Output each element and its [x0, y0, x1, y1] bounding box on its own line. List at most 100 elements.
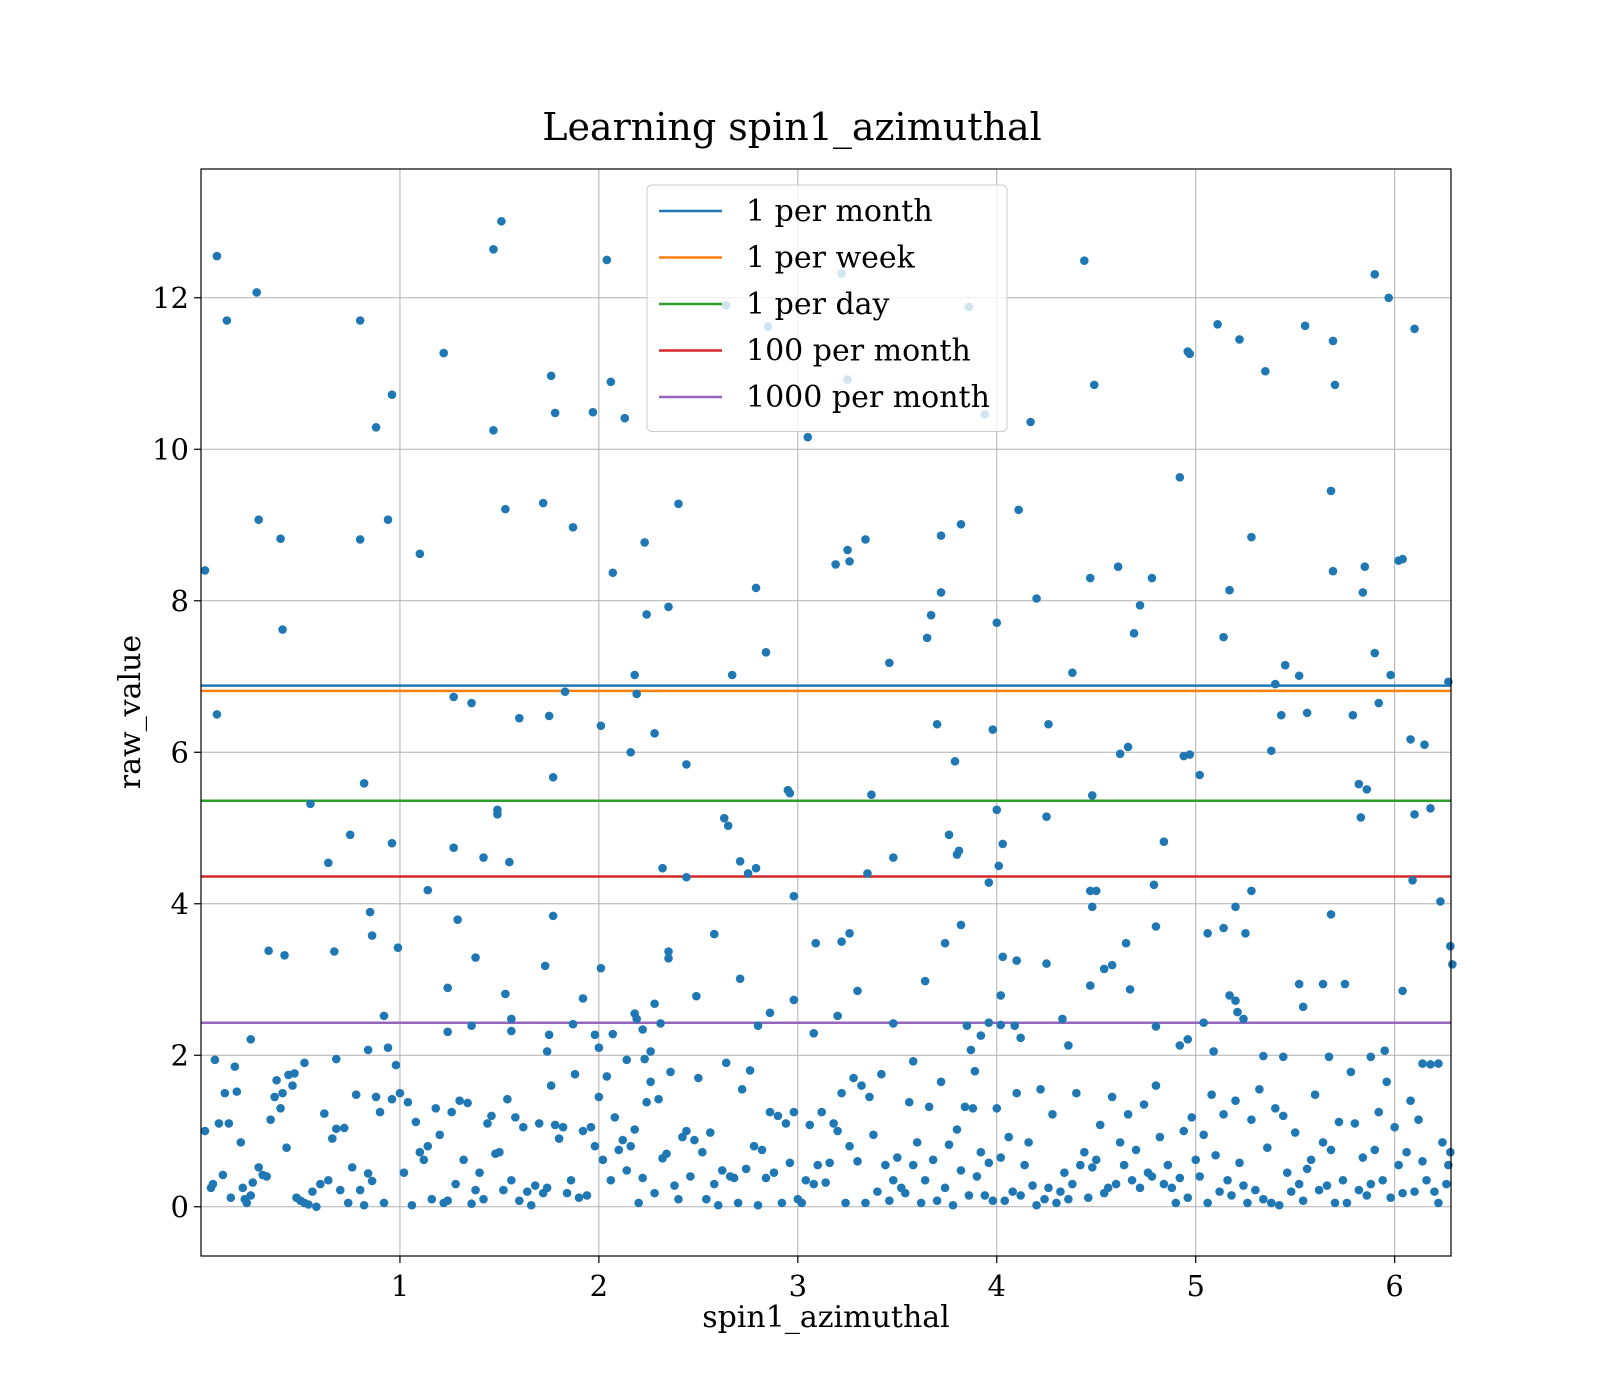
data-point — [630, 1125, 639, 1134]
data-point — [1151, 1022, 1161, 1031]
data-point — [1346, 1067, 1356, 1077]
data-point — [343, 1198, 353, 1208]
data-point — [705, 1128, 715, 1137]
data-point — [789, 995, 799, 1005]
data-point — [459, 1155, 468, 1165]
data-point — [1209, 1047, 1218, 1056]
data-point — [511, 1113, 520, 1122]
data-point — [1247, 1115, 1256, 1124]
data-point — [320, 1109, 329, 1118]
data-point — [594, 1092, 604, 1102]
data-point — [467, 1199, 476, 1209]
data-point — [976, 1147, 986, 1157]
data-point — [682, 1126, 691, 1136]
data-point — [254, 1163, 263, 1172]
data-point — [449, 692, 458, 702]
data-point — [1231, 996, 1240, 1006]
data-point — [751, 583, 761, 593]
data-point — [443, 983, 452, 993]
data-point — [994, 861, 1004, 871]
data-point — [1247, 532, 1256, 542]
data-point — [817, 1107, 827, 1117]
data-point — [757, 1145, 767, 1155]
data-point — [1426, 1060, 1435, 1069]
data-point — [331, 1124, 341, 1134]
data-point — [1261, 366, 1270, 376]
data-point — [489, 426, 498, 435]
data-point — [1008, 1187, 1017, 1196]
data-point — [889, 853, 898, 862]
data-point — [654, 1094, 663, 1104]
data-point — [1195, 1172, 1204, 1181]
data-point — [554, 1134, 564, 1143]
legend-label: 1000 per month — [746, 380, 990, 415]
x-axis-ticks: 1 2 3 4 5 6 — [391, 1256, 1404, 1303]
legend-label: 1 per day — [746, 287, 890, 322]
data-point — [1024, 1138, 1033, 1147]
data-point — [355, 535, 365, 544]
data-point — [650, 999, 659, 1009]
data-point — [1044, 719, 1053, 729]
data-point — [630, 670, 639, 680]
data-point — [1300, 321, 1310, 331]
data-point — [1330, 1198, 1340, 1208]
data-point — [1231, 902, 1240, 912]
data-point — [218, 1170, 228, 1180]
data-point — [1127, 1175, 1137, 1185]
data-point — [544, 711, 554, 721]
data-point — [1318, 1138, 1328, 1147]
data-point — [1147, 573, 1157, 583]
data-point — [453, 915, 462, 924]
data-point — [936, 531, 946, 540]
data-point — [212, 251, 222, 261]
data-point — [686, 1172, 695, 1181]
data-point — [558, 1122, 568, 1132]
data-point — [246, 1191, 256, 1200]
data-point — [1129, 629, 1139, 638]
data-point — [339, 1123, 349, 1133]
data-point — [1042, 959, 1051, 968]
legend-label: 100 per month — [746, 334, 971, 369]
data-point — [908, 1057, 918, 1066]
data-point — [200, 1126, 210, 1136]
data-point — [881, 1160, 890, 1170]
data-point — [1267, 1198, 1276, 1208]
data-point — [550, 1120, 560, 1130]
data-point — [1056, 1187, 1065, 1196]
data-point — [849, 1073, 858, 1083]
data-point — [692, 991, 701, 1001]
data-point — [1159, 1179, 1169, 1189]
data-point — [479, 1194, 488, 1204]
data-point — [743, 869, 753, 878]
data-point — [670, 1181, 679, 1190]
data-point — [1044, 1183, 1053, 1193]
y-tick-label: 4 — [171, 887, 189, 921]
y-tick-label: 6 — [171, 735, 189, 769]
data-point — [266, 1115, 275, 1124]
data-point — [966, 1045, 976, 1055]
data-point — [515, 713, 524, 723]
data-point — [471, 1185, 480, 1195]
data-point — [976, 1031, 986, 1040]
data-point — [749, 1141, 759, 1151]
data-point — [1326, 486, 1336, 496]
data-point — [1324, 1052, 1334, 1062]
data-point — [845, 557, 854, 566]
data-point — [568, 522, 578, 532]
data-point — [1219, 1110, 1228, 1119]
data-point — [970, 1066, 980, 1076]
data-point — [355, 316, 365, 325]
data-point — [1064, 1041, 1073, 1050]
data-point — [1290, 1128, 1300, 1137]
data-point — [598, 1155, 608, 1165]
data-point — [1340, 979, 1350, 989]
data-point — [1149, 880, 1159, 890]
data-point — [451, 1179, 460, 1189]
data-point — [1410, 1187, 1419, 1196]
data-point — [1328, 336, 1338, 346]
data-point — [809, 1179, 819, 1189]
y-tick-label: 8 — [171, 584, 189, 618]
data-point — [443, 1196, 452, 1206]
data-point — [837, 1088, 846, 1098]
data-point — [548, 772, 558, 782]
